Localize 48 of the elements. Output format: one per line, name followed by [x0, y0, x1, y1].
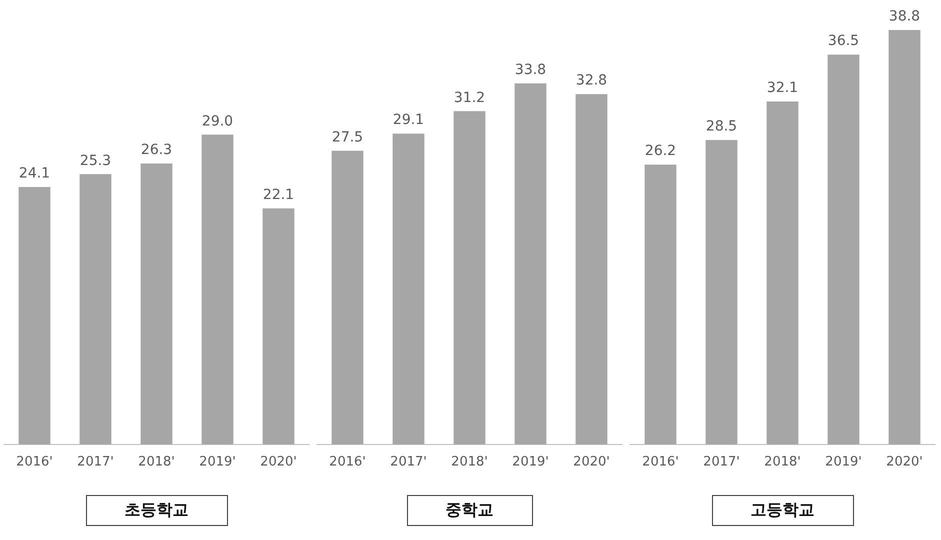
data-label: 32.1 — [766, 80, 798, 96]
bar — [140, 164, 172, 444]
data-label: 27.5 — [332, 129, 364, 146]
bar — [262, 208, 294, 444]
bar — [828, 54, 860, 444]
x-tick-label: 2019' — [512, 454, 549, 470]
x-tick-label: 2019' — [825, 454, 862, 470]
data-label: 29.1 — [392, 112, 424, 128]
x-tick-label: 2018' — [138, 454, 175, 470]
data-label: 32.8 — [576, 72, 608, 89]
x-tick-label: 2019' — [199, 454, 236, 470]
data-label: 26.2 — [644, 143, 676, 160]
bar — [644, 164, 676, 444]
bar — [18, 187, 50, 444]
x-tick-label: 2016' — [642, 454, 679, 470]
bar — [202, 134, 234, 444]
data-label: 36.5 — [828, 33, 860, 50]
x-tick-label: 2017' — [390, 454, 427, 470]
x-tick-label: 2020' — [886, 454, 923, 470]
bar — [766, 102, 798, 444]
data-label: 28.5 — [706, 118, 738, 135]
bar — [392, 134, 424, 444]
bar — [454, 111, 486, 444]
text: 중학교 — [406, 495, 532, 526]
text: 고등학교 — [712, 495, 854, 526]
data-label: 24.1 — [18, 166, 50, 182]
x-tick-label: 2016' — [16, 454, 53, 470]
bar — [888, 30, 920, 444]
x-tick-label: 2018' — [451, 454, 488, 470]
data-label: 38.8 — [888, 8, 920, 25]
x-tick-label: 2020' — [573, 454, 610, 470]
x-tick-label: 2020' — [260, 454, 297, 470]
data-label: 33.8 — [514, 62, 546, 78]
x-tick-label: 2018' — [764, 454, 801, 470]
bar — [332, 150, 364, 444]
x-tick-label: 2017' — [77, 454, 114, 470]
bar — [514, 83, 546, 444]
text: 초등학교 — [86, 495, 228, 526]
x-tick-label: 2017' — [703, 454, 740, 470]
data-label: 22.1 — [262, 187, 294, 204]
data-label: 26.3 — [140, 142, 172, 158]
data-label: 29.0 — [202, 113, 234, 130]
data-label: 25.3 — [80, 152, 112, 169]
bar — [80, 174, 112, 444]
data-label: 31.2 — [454, 90, 486, 106]
x-tick-label: 2016' — [329, 454, 366, 470]
bar — [576, 94, 608, 444]
bar — [706, 140, 738, 444]
